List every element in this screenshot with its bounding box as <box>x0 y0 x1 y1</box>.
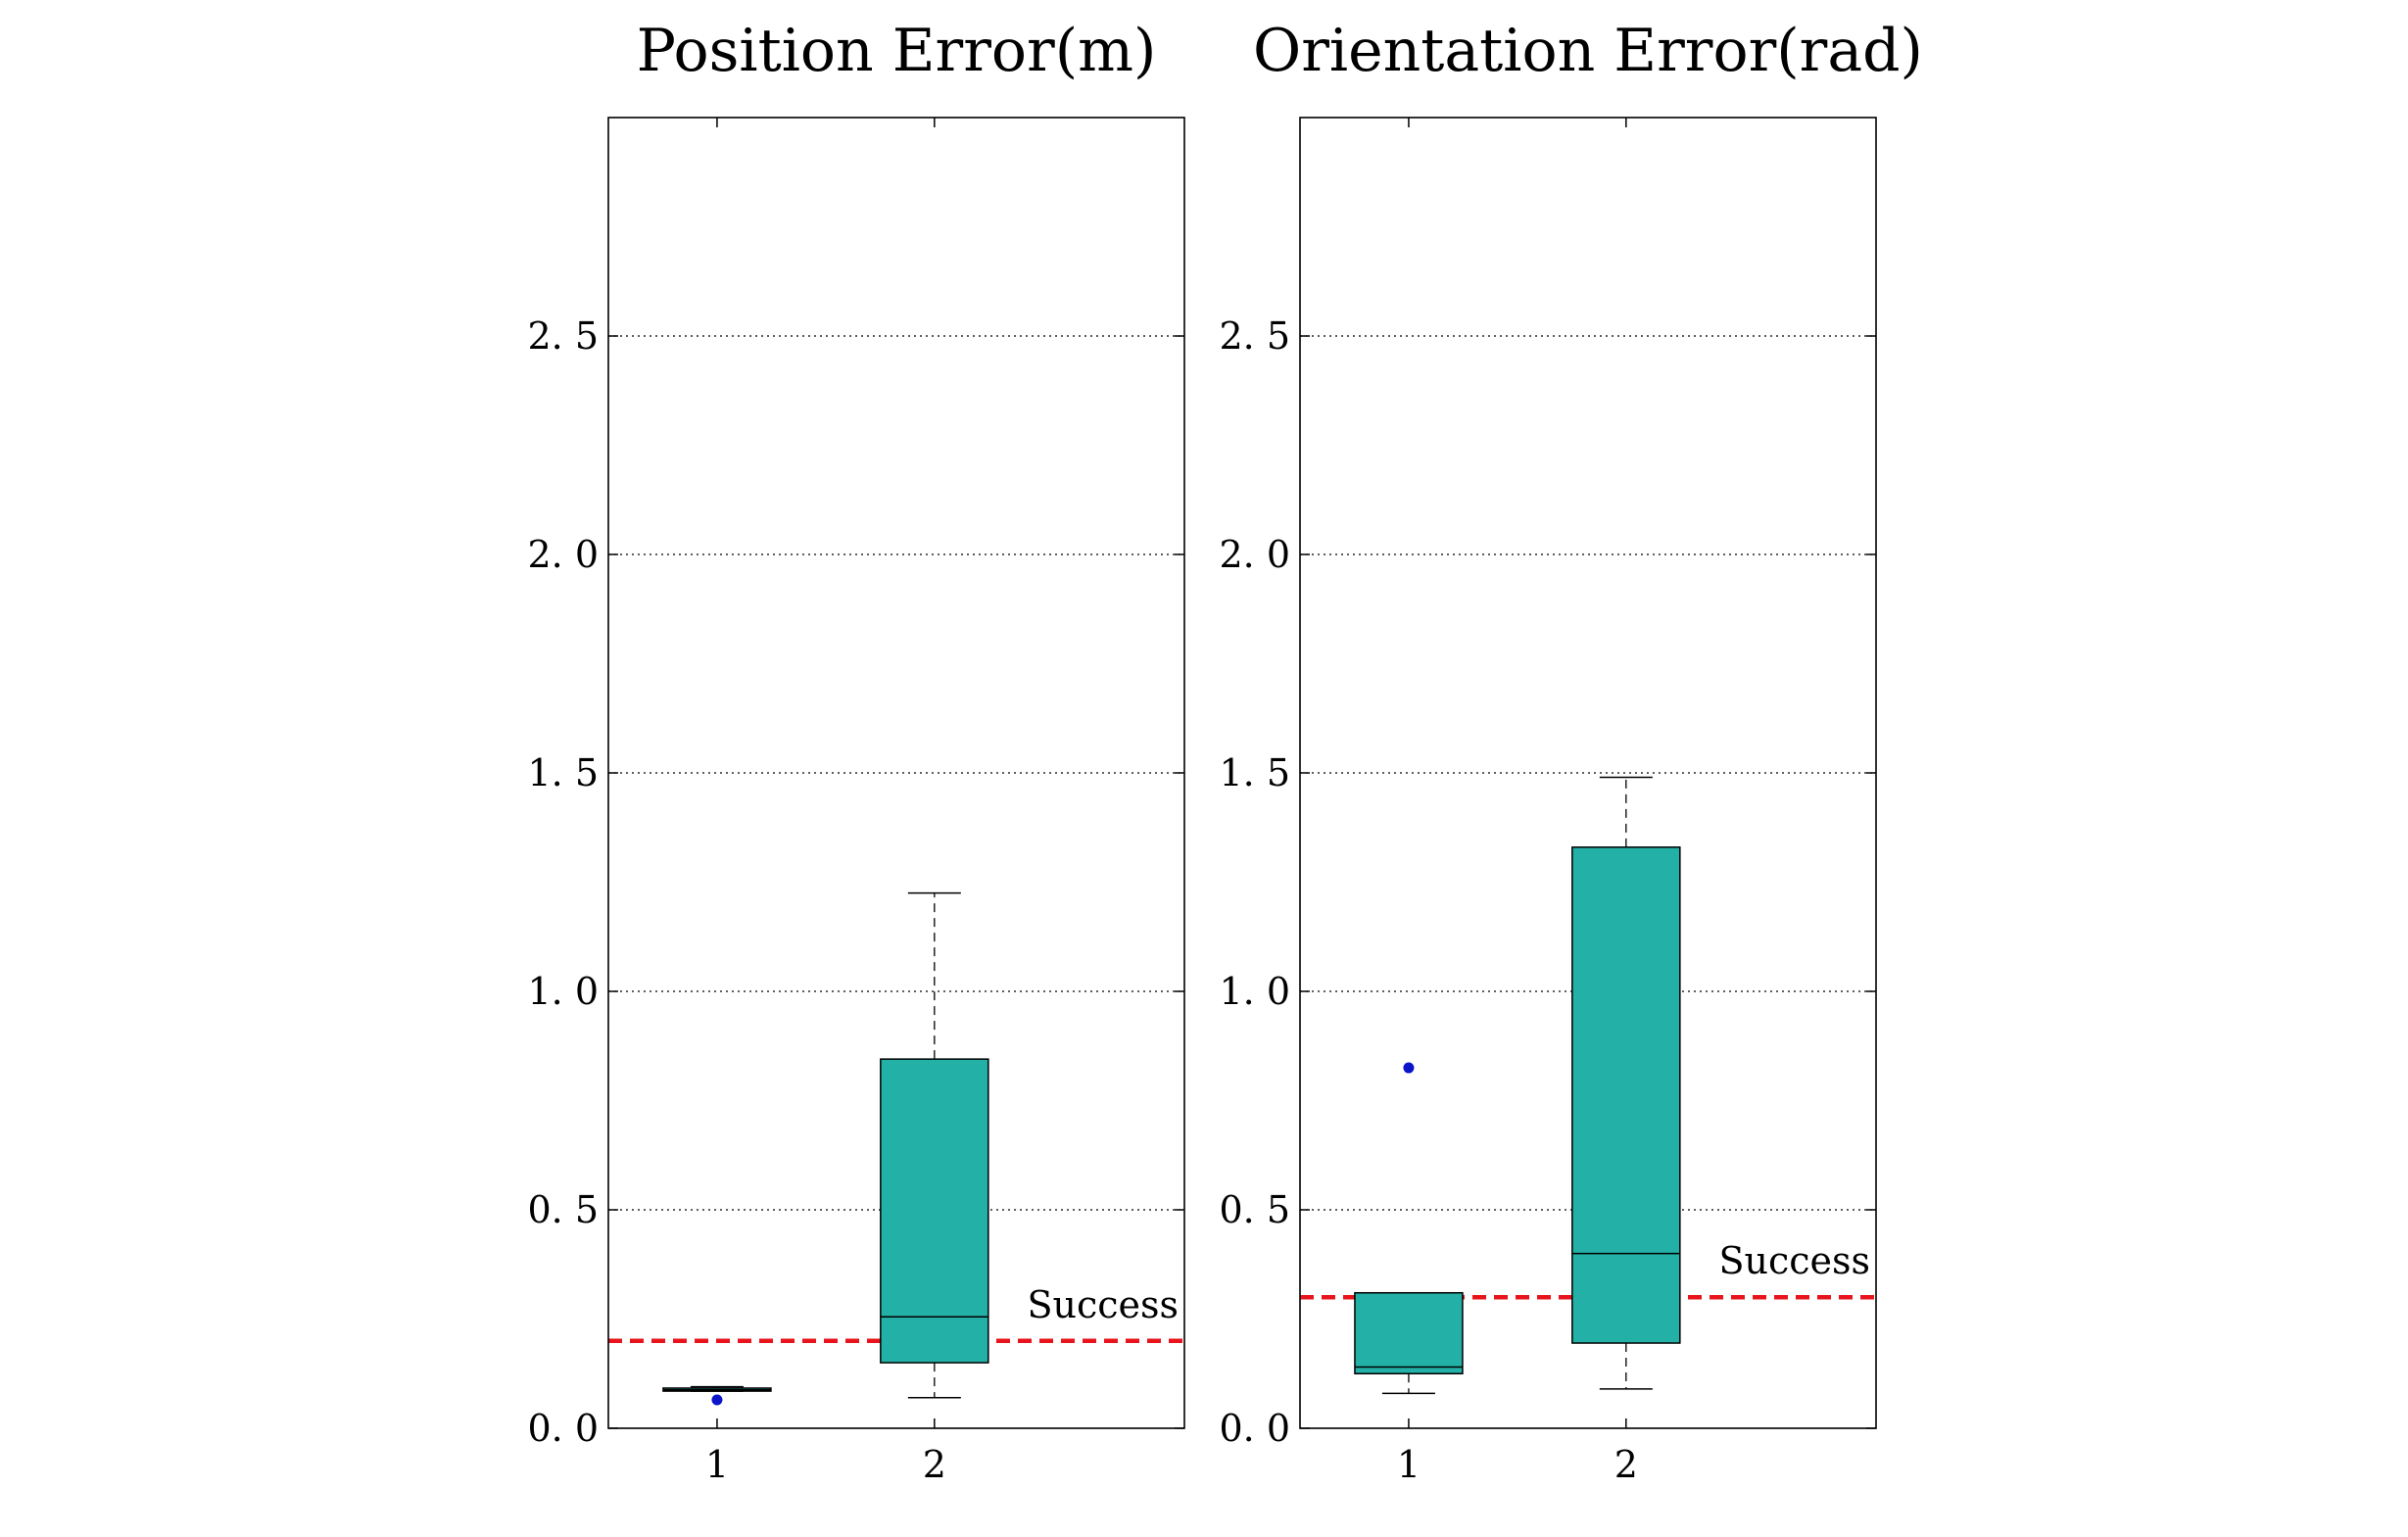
box-2 <box>1571 846 1681 1344</box>
y-tick-label: 1. 5 <box>1219 751 1290 794</box>
y-tick-label: 2. 0 <box>527 533 599 576</box>
x-tick-label: 2 <box>923 1443 946 1486</box>
outlier-point <box>711 1394 723 1406</box>
y-tick-label: 1. 0 <box>1219 970 1290 1013</box>
y-tick-label: 1. 0 <box>527 970 599 1013</box>
box-2 <box>880 1058 989 1364</box>
panel-title: Orientation Error(rad) <box>1253 17 1923 85</box>
axes-frame <box>607 117 1185 1429</box>
outlier-point <box>1403 1062 1415 1074</box>
success-label: Success <box>1027 1283 1179 1326</box>
box-1 <box>1354 1291 1464 1374</box>
orientation-error-panel: Orientation Error(rad) 0. 0 0. 5 1. 0 1. 5 2.… <box>1219 17 1922 1486</box>
y-tick-label: 1. 5 <box>527 751 599 794</box>
y-tick-label: 0. 0 <box>527 1407 599 1450</box>
y-tick-label: 2. 0 <box>1219 533 1290 576</box>
y-tick-label: 0. 5 <box>527 1188 599 1231</box>
y-tick-label: 0. 0 <box>1219 1407 1290 1450</box>
y-tick-label: 2. 5 <box>527 314 599 358</box>
x-tick-label: 2 <box>1614 1443 1638 1486</box>
y-tick-label: 0. 5 <box>1219 1188 1290 1231</box>
x-tick-label: 1 <box>1397 1443 1421 1486</box>
axes-frame <box>1299 117 1877 1429</box>
x-tick-label: 1 <box>705 1443 729 1486</box>
success-label: Success <box>1718 1239 1870 1282</box>
position-error-panel: Position Error(m) 0. 0 0. 5 1. 0 1. 5 2. 0 2. … <box>527 17 1185 1486</box>
y-tick-label: 2. 5 <box>1219 314 1290 358</box>
panel-title: Position Error(m) <box>637 17 1157 85</box>
